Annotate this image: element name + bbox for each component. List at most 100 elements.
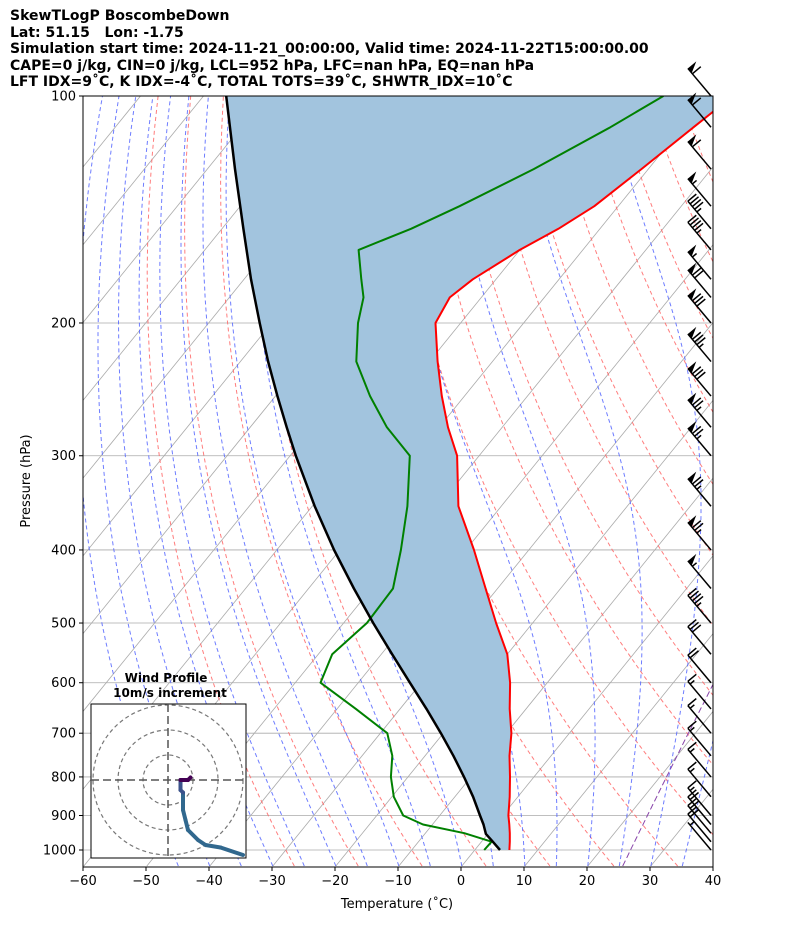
dry-adiabat: [746, 96, 794, 866]
wind-barb: [687, 134, 712, 170]
isotherm-line: [587, 710, 713, 867]
x-tick-label: −40: [195, 874, 222, 889]
dry-adiabat: [220, 96, 423, 867]
x-tick-label: −20: [321, 874, 348, 889]
dry-adiabat: [184, 96, 359, 867]
wind-barb: [687, 761, 712, 798]
wind-barb: [687, 92, 712, 128]
y-tick-label: 200: [51, 316, 76, 331]
isotherm-line: [461, 555, 713, 867]
wind-barb: [687, 741, 712, 778]
mixing-ratio-line: [622, 683, 713, 867]
wind-barb: [687, 647, 712, 684]
moist-adiabat: [159, 96, 305, 867]
cape-cin-fill: [226, 96, 713, 850]
x-tick-label: 10: [516, 874, 533, 889]
wind-barb: [687, 392, 712, 428]
dry-adiabat: [516, 96, 713, 557]
hodograph-segment: [218, 845, 245, 857]
station-location: Lat: 51.15 Lon: -1.75: [10, 24, 184, 41]
moist-adiabat: [250, 96, 431, 867]
wind-barb: [687, 193, 712, 230]
hodograph-segment: [186, 775, 193, 782]
x-tick-label: 0: [457, 874, 465, 889]
moist-adiabat: [388, 96, 558, 867]
moist-adiabat: [225, 96, 400, 867]
moist-adiabat: [180, 96, 337, 867]
x-tick-label: −30: [258, 874, 285, 889]
isotherm-line: [83, 96, 204, 246]
wind-barb: [687, 262, 712, 298]
x-tick-label: 30: [642, 874, 659, 889]
y-tick-label: 300: [51, 449, 76, 464]
moist-adiabat: [443, 96, 596, 867]
isotherm-line: [272, 321, 713, 867]
dry-adiabat: [778, 96, 794, 866]
simulation-times: Simulation start time: 2024-11-21_00:00:…: [10, 41, 649, 57]
isotherm-line: [335, 399, 713, 867]
isotherm-line: [777, 96, 794, 866]
wind-barb: [687, 780, 712, 816]
dry-adiabat: [614, 96, 713, 340]
dry-adiabat: [712, 96, 713, 98]
moist-adiabat: [745, 96, 794, 866]
wind-barb: [687, 673, 712, 710]
wind-barb: [687, 720, 712, 757]
x-tick-label: −50: [132, 874, 159, 889]
temperature-line: [434, 110, 713, 851]
hodograph-title: Wind Profile: [125, 671, 208, 685]
y-axis-label: Pressure (hPa): [19, 434, 34, 527]
wind-barb: [687, 421, 712, 457]
isotherm-line: [209, 244, 713, 867]
hodograph-inset: Wind Profile 10m/s increment: [90, 671, 247, 859]
wind-barb: [687, 171, 712, 207]
y-tick-label: 800: [51, 770, 76, 785]
mixing-ratio-line: [720, 683, 794, 866]
y-tick-label: 700: [51, 727, 76, 742]
y-tick-label: 500: [51, 617, 76, 632]
hodograph-segment: [186, 828, 200, 842]
isotherm-line: [650, 788, 713, 867]
hodograph-segment: [203, 843, 223, 850]
wind-barb: [687, 214, 712, 251]
dry-adiabat: [146, 96, 295, 867]
wind-barb: [687, 515, 712, 551]
wind-barb: [687, 361, 712, 397]
isotherm-line: [714, 96, 794, 866]
moist-adiabat: [513, 96, 643, 867]
y-tick-label: 400: [51, 543, 76, 558]
y-tick-label: 900: [51, 809, 76, 824]
wind-barbs: [687, 61, 712, 851]
dry-adiabat: [483, 96, 713, 627]
wind-barb: [687, 697, 712, 734]
wind-barb: [687, 326, 712, 363]
dry-adiabat: [451, 96, 713, 697]
wind-barb: [687, 244, 712, 280]
isotherm-line: [83, 96, 330, 401]
parcel-line: [224, 96, 501, 851]
dry-adiabat: [647, 96, 713, 264]
wind-barb: [687, 587, 712, 624]
moist-adiabat: [138, 96, 274, 867]
dewpoint-line: [319, 96, 664, 851]
hodograph-subtitle: 10m/s increment: [113, 686, 227, 700]
wind-barb: [687, 820, 712, 851]
stability-indices-2: LFT IDX=9˚C, K IDX=-4˚C, TOTAL TOTS=39˚C…: [10, 74, 513, 90]
wind-barb: [687, 61, 712, 97]
chart-header: SkewTLogP BoscombeDown Lat: 51.15 Lon: -…: [10, 8, 649, 91]
isotherm-line: [83, 96, 267, 324]
station-title: SkewTLogP BoscombeDown: [10, 8, 230, 24]
wind-barb: [687, 553, 712, 590]
y-tick-label: 1000: [43, 844, 76, 859]
cin-area: [226, 96, 713, 850]
x-tick-label: −10: [384, 874, 411, 889]
profile-series: [224, 96, 713, 851]
wind-barb: [687, 288, 712, 324]
x-axis-label: Temperature (˚C): [340, 896, 453, 912]
isotherm-line: [524, 633, 713, 867]
x-tick-label: 40: [705, 874, 722, 889]
x-tick-label: −60: [69, 874, 96, 889]
wind-barb: [687, 619, 712, 655]
